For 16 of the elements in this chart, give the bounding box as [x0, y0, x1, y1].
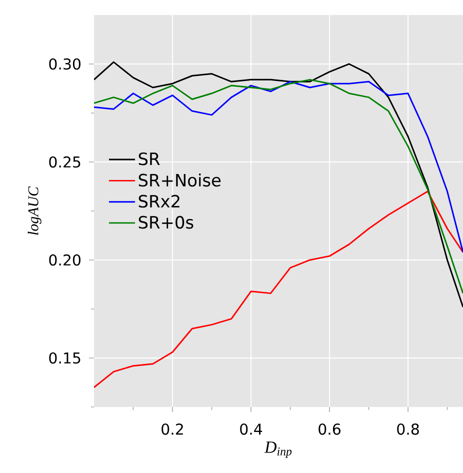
- y-tick-label: 0.15: [49, 352, 80, 364]
- x-tick-label: 0.6: [318, 424, 340, 435]
- y-tick-label: 0.20: [49, 254, 80, 266]
- x-tick-label: 0.4: [240, 424, 262, 435]
- legend-label: SRx2: [138, 194, 180, 208]
- y-axis-title: logAUC: [28, 186, 42, 235]
- x-tick-label: 0.8: [397, 424, 419, 435]
- line-series: [94, 190, 463, 388]
- x-axis-title: D$_{inp}$: [264, 442, 292, 458]
- line-series: [94, 80, 463, 253]
- legend-label: SR: [138, 152, 160, 166]
- legend-label: SR+Noise: [138, 174, 221, 187]
- y-tick-label: 0.25: [49, 156, 80, 168]
- x-tick-label: 0.2: [162, 424, 183, 435]
- y-tick-label: 0.30: [49, 58, 80, 70]
- legend-label: SR+0s: [138, 216, 194, 229]
